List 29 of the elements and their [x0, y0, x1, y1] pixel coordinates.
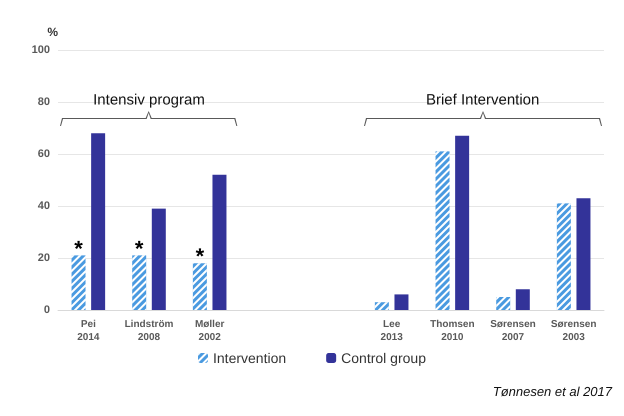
legend-label: Control group [341, 350, 426, 366]
y-tick-label: 40 [38, 200, 50, 212]
bar [576, 198, 590, 310]
bar [212, 174, 226, 310]
text: Tønnesen et al 2017 [492, 384, 613, 399]
x-tick-label: Lindström 2008 [124, 319, 174, 343]
x-tick-label: Sørensen 2007 [490, 319, 536, 343]
annotation: Brief Intervention [426, 92, 540, 109]
x-tick-label: Pei 2014 [77, 319, 100, 343]
annotation: * [134, 236, 144, 261]
y-axis-title: % [47, 25, 58, 39]
y-tick-label: 80 [38, 96, 50, 108]
x-tick-label: Møller 2002 [194, 319, 224, 343]
bar [394, 294, 408, 310]
x-tick-label: Sørensen 2003 [550, 319, 596, 343]
annotation: Intensiv program [93, 92, 205, 109]
y-tick-label: 20 [38, 252, 50, 264]
bar [91, 133, 106, 310]
bar [152, 208, 166, 310]
annotation: * [74, 236, 84, 261]
bar [455, 136, 470, 310]
bar [516, 289, 530, 310]
legend-label: Intervention [213, 350, 286, 366]
annotation: * [196, 244, 205, 269]
y-tick-label: 100 [32, 44, 50, 56]
x-tick-label: Thomsen 2010 [430, 319, 475, 343]
y-tick-label: 60 [38, 148, 50, 160]
x-tick-label: Lee 2013 [380, 319, 404, 343]
y-tick-label: 0 [44, 304, 50, 316]
